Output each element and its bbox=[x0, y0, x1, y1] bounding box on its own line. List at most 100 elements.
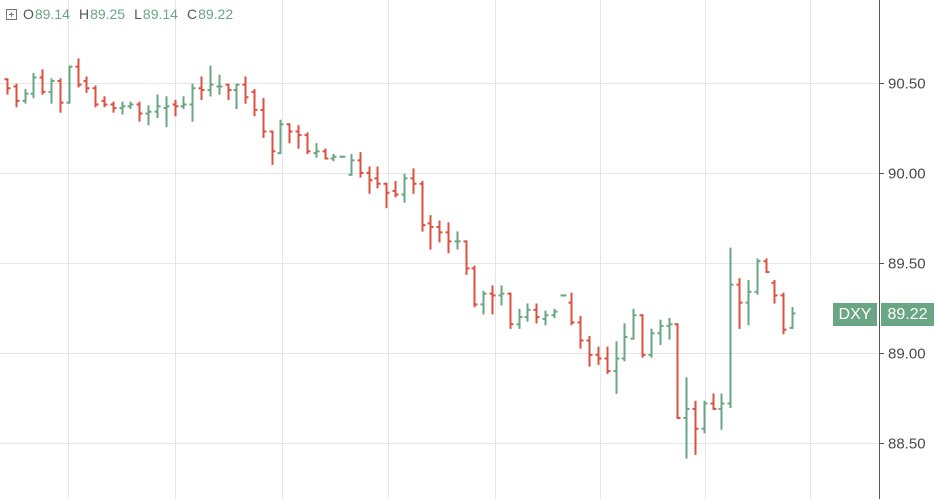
ohlc-bar[interactable] bbox=[727, 247, 734, 409]
ohlc-bar[interactable] bbox=[154, 94, 161, 119]
ohlc-bar[interactable] bbox=[410, 168, 417, 194]
ohlc-bar[interactable] bbox=[445, 222, 452, 254]
ohlc-bar[interactable] bbox=[674, 323, 681, 419]
ohlc-bar[interactable] bbox=[207, 65, 214, 97]
ohlc-bar[interactable] bbox=[251, 89, 258, 117]
ohlc-bar[interactable] bbox=[66, 65, 73, 104]
ohlc-bar[interactable] bbox=[277, 119, 284, 155]
ohlc-bar[interactable] bbox=[145, 105, 152, 126]
ohlc-bar[interactable] bbox=[745, 280, 752, 326]
ohlc-bar[interactable] bbox=[577, 316, 584, 349]
close-label: C bbox=[186, 6, 198, 22]
ohlc-bar[interactable] bbox=[92, 85, 99, 108]
ohlc-bar[interactable] bbox=[771, 280, 778, 304]
ohlc-bar[interactable] bbox=[4, 78, 11, 95]
ohlc-bar[interactable] bbox=[83, 76, 90, 93]
ohlc-bar[interactable] bbox=[330, 153, 337, 162]
open-value: 89.14 bbox=[34, 6, 70, 22]
symbol-tag: DXY bbox=[833, 303, 877, 326]
ohlc-bar[interactable] bbox=[480, 290, 487, 315]
close-value: 89.22 bbox=[198, 6, 234, 22]
ohlc-bar[interactable] bbox=[586, 335, 593, 367]
ohlc-bar[interactable] bbox=[516, 308, 523, 329]
ohlc-bar[interactable] bbox=[710, 393, 717, 410]
ohlc-bar[interactable] bbox=[701, 400, 708, 434]
ohlc-bar[interactable] bbox=[648, 328, 655, 358]
plus-square-icon[interactable] bbox=[6, 8, 17, 20]
ohlc-bar[interactable] bbox=[163, 96, 170, 128]
ohlc-bar[interactable] bbox=[357, 152, 364, 178]
ohlc-bar[interactable] bbox=[198, 76, 205, 101]
ohlc-bar[interactable] bbox=[39, 69, 46, 95]
ohlc-bar[interactable] bbox=[119, 101, 126, 115]
ohlc-bar[interactable] bbox=[269, 130, 276, 165]
ohlc-bar[interactable] bbox=[110, 101, 117, 113]
price-axis[interactable]: 88.50 89.00 89.50 90.00 90.50 bbox=[879, 76, 926, 453]
ohlc-bar[interactable] bbox=[533, 303, 540, 324]
ohlc-bar[interactable] bbox=[419, 180, 426, 232]
ohlc-bar[interactable] bbox=[427, 215, 434, 250]
ohlc-bar[interactable] bbox=[172, 99, 179, 117]
ohlc-bar[interactable] bbox=[101, 96, 108, 108]
ohlc-bar[interactable] bbox=[604, 346, 611, 374]
ohlc-bar[interactable] bbox=[639, 314, 646, 358]
ohlc-bar[interactable] bbox=[75, 58, 82, 88]
ohlc-bar[interactable] bbox=[30, 72, 37, 99]
ohlc-bar[interactable] bbox=[630, 308, 637, 340]
ohlc-bar[interactable] bbox=[242, 76, 249, 104]
ohlc-bar[interactable] bbox=[216, 74, 223, 95]
ohlc-bar[interactable] bbox=[613, 341, 620, 394]
ohlc-bar[interactable] bbox=[463, 240, 470, 275]
ohlc-bar[interactable] bbox=[489, 285, 496, 315]
ohlc-bar[interactable] bbox=[524, 303, 531, 322]
ohlc-bar[interactable] bbox=[48, 78, 55, 104]
ohlc-bar[interactable] bbox=[383, 182, 390, 209]
ohlc-bar[interactable] bbox=[780, 292, 787, 335]
ohlc-bar[interactable] bbox=[736, 278, 743, 329]
ohlc-bar[interactable] bbox=[286, 123, 293, 144]
ohlc-bar[interactable] bbox=[454, 231, 461, 250]
ohlc-bar[interactable] bbox=[233, 83, 240, 110]
ohlc-bar[interactable] bbox=[657, 319, 664, 346]
low-value: 89.14 bbox=[142, 6, 178, 22]
ohlc-bar[interactable] bbox=[322, 148, 329, 160]
ohlc-bar[interactable] bbox=[180, 96, 187, 110]
ohlc-bar[interactable] bbox=[551, 308, 558, 319]
ohlc-bar[interactable] bbox=[568, 292, 575, 326]
ohlc-bar[interactable] bbox=[542, 310, 549, 326]
ohlc-bar[interactable] bbox=[366, 166, 373, 194]
ohlc-bar[interactable] bbox=[754, 258, 761, 295]
ohlc-bar[interactable] bbox=[304, 132, 311, 155]
ohlc-bar[interactable] bbox=[13, 83, 20, 108]
ohlc-bar[interactable] bbox=[339, 155, 346, 158]
ohlc-bar[interactable] bbox=[789, 307, 796, 329]
ohlc-bar[interactable] bbox=[295, 125, 302, 149]
ohlc-bar[interactable] bbox=[127, 101, 134, 110]
ohlc-bar[interactable] bbox=[498, 285, 505, 306]
ohlc-bar[interactable] bbox=[471, 265, 478, 308]
ohlc-bar[interactable] bbox=[313, 143, 320, 158]
ohlc-bar[interactable] bbox=[595, 346, 602, 365]
ohlc-bar[interactable] bbox=[22, 89, 29, 104]
ohlc-bar[interactable] bbox=[683, 377, 690, 459]
ohlc-bar[interactable] bbox=[136, 101, 143, 122]
ohlc-bar[interactable] bbox=[57, 78, 64, 113]
ohlc-bar[interactable] bbox=[392, 180, 399, 198]
ohlc-bar[interactable] bbox=[374, 166, 381, 189]
ohlc-bar[interactable] bbox=[436, 220, 443, 243]
ohlc-bar[interactable] bbox=[189, 83, 196, 122]
ohlc-bar[interactable] bbox=[560, 294, 567, 297]
open-label: O bbox=[23, 6, 34, 22]
ohlc-bar[interactable] bbox=[401, 173, 408, 203]
ohlc-bar[interactable] bbox=[763, 258, 770, 274]
ohlc-bar[interactable] bbox=[348, 153, 355, 176]
ohlc-bar[interactable] bbox=[692, 400, 699, 455]
ohlc-bar[interactable] bbox=[225, 83, 232, 101]
ohlc-bar[interactable] bbox=[507, 292, 514, 329]
ohlc-bar[interactable] bbox=[260, 98, 267, 138]
ohlc-bar[interactable] bbox=[666, 317, 673, 340]
ohlc-bar[interactable] bbox=[718, 393, 725, 430]
ohlc-bar[interactable] bbox=[621, 323, 628, 362]
price-tick-label: 89.00 bbox=[888, 346, 926, 363]
